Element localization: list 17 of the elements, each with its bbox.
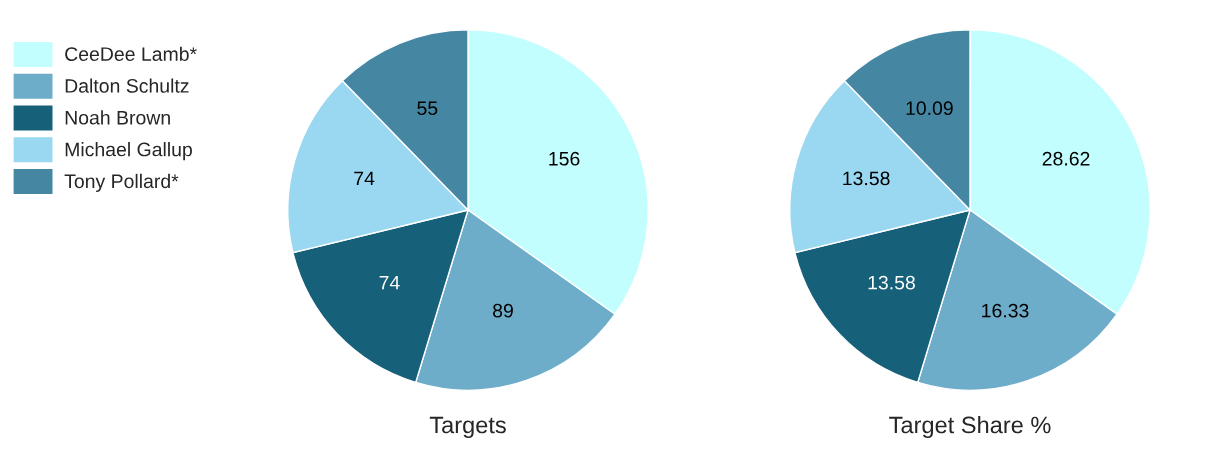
data-label: 55 [417,101,438,116]
data-label: 74 [354,171,375,186]
legend-label: Michael Gallup [65,142,192,161]
data-label: 13.58 [868,275,915,290]
text: Targets [429,416,506,438]
data-label: 89 [493,303,513,318]
data-label: 13.58 [843,171,890,186]
data-label: 28.62 [1042,151,1090,166]
data-label: 156 [549,151,580,166]
legend-label: Tony Pollard* [64,173,179,192]
data-label: 16.33 [982,303,1029,318]
data-label: 74 [379,275,400,290]
legend-label: Dalton Schultz [65,78,189,93]
data-label: 10.09 [906,101,953,116]
legend-label: Noah Brown [65,110,170,125]
text: Target Share % [889,415,1051,438]
legend-label: CeeDee Lamb* [65,46,197,61]
